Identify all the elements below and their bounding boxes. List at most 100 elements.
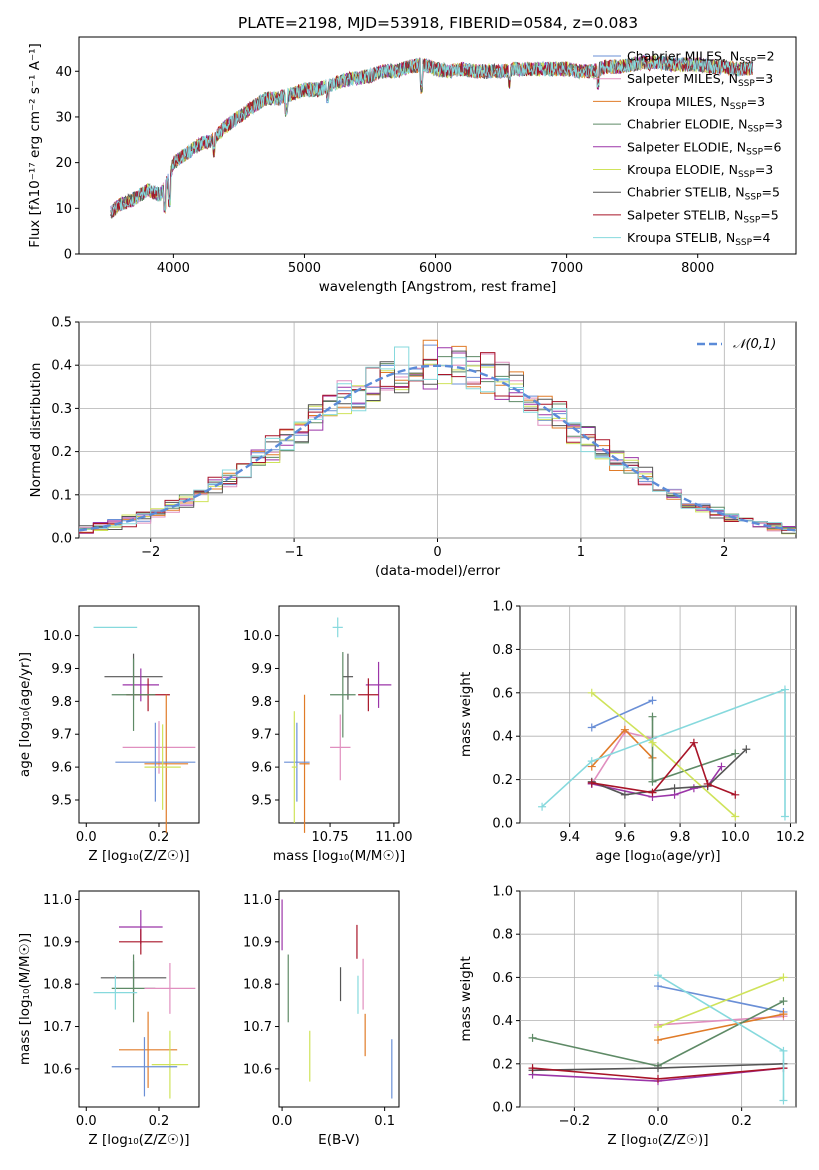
x-tick-label: 0.1 xyxy=(374,1114,395,1129)
weight-point-marker xyxy=(648,738,657,747)
plot-frame xyxy=(78,36,797,255)
weight-point-marker xyxy=(528,1033,537,1042)
x-axis-label: Z [log₁₀(Z/Z☉)] xyxy=(607,1132,708,1148)
spectrum-panel: 4000 5000 6000 7000 8000 0 10 20 30 40 wavelength … xyxy=(27,36,797,295)
residual-histogram xyxy=(79,346,796,534)
weight-point-marker xyxy=(689,738,698,747)
weight-point-marker xyxy=(779,1046,788,1055)
weight-point-marker xyxy=(648,788,657,797)
weight-series-line xyxy=(591,766,723,798)
weight-series-line xyxy=(657,976,784,1028)
x-tick-label: 10.0 xyxy=(721,830,750,845)
weight-vs-age-panel: 9.4 9.6 9.8 10.0 10.2 0.0 0.2 0.4 0.6 0.8 1.0 age [… xyxy=(458,600,805,865)
y-tick-label: 10.8 xyxy=(243,978,272,993)
y-tick-label: 9.5 xyxy=(251,793,272,808)
weight-point-marker xyxy=(654,1023,662,1032)
y-axis-label: age [log₁₀(age/yr)] xyxy=(17,652,33,777)
weight-point-marker xyxy=(779,1096,788,1105)
spectrum-line xyxy=(111,55,753,216)
weight-series-line xyxy=(541,688,786,817)
y-tick-label: 9.9 xyxy=(251,662,272,677)
histograms xyxy=(79,339,796,535)
weight-point-marker xyxy=(731,812,740,821)
x-tick-label: 0.2 xyxy=(149,830,170,845)
weight-point-marker xyxy=(620,725,629,734)
x-tick-label: 0.0 xyxy=(76,1114,97,1129)
weight-point-marker xyxy=(703,779,712,788)
y-tick-label: 9.8 xyxy=(51,695,72,710)
y-tick-label: 10.9 xyxy=(43,935,72,950)
y-tick-label: 9.9 xyxy=(51,662,72,677)
y-tick-label: 0.2 xyxy=(492,773,513,788)
legend-entry: Salpeter ELODIE, NSSP=6 xyxy=(627,139,782,157)
y-tick-label: 10.6 xyxy=(43,1062,72,1077)
y-tick-label: 11.0 xyxy=(243,893,272,908)
weight-point-marker xyxy=(780,685,789,694)
y-tick-label: 0.0 xyxy=(492,1101,513,1116)
plot-frame xyxy=(78,890,200,1108)
x-tick-label: −2 xyxy=(141,545,160,560)
legend-entry: Chabrier STELIB, NSSP=5 xyxy=(627,185,780,203)
y-tick-label: 10.7 xyxy=(243,1020,272,1035)
x-tick-label: 8000 xyxy=(681,261,714,276)
x-axis-label: (data-model)/error xyxy=(375,563,501,579)
weight-point-marker xyxy=(654,1074,662,1083)
y-tick-label: 0.8 xyxy=(492,928,513,943)
y-axis-label: mass weight xyxy=(458,672,474,757)
age-vs-z-panel: 0.0 0.2 9.5 9.6 9.7 9.8 9.9 10.0 Z [log₁₀(Z/Z☉)]… xyxy=(17,605,200,864)
spectrum-legend: Chabrier MILES, NSSP=2 Salpeter MILES, NS… xyxy=(593,49,783,248)
weight-point-marker xyxy=(731,749,740,758)
y-tick-label: 10.6 xyxy=(243,1062,272,1077)
x-axis-label: E(B-V) xyxy=(318,1132,360,1148)
y-tick-label: 0.4 xyxy=(492,730,513,745)
y-tick-label: 40 xyxy=(55,65,72,80)
weight-point-marker xyxy=(620,790,629,799)
weight-point-marker xyxy=(779,1010,788,1019)
x-tick-label: 10.2 xyxy=(776,830,805,845)
y-tick-label: 0.2 xyxy=(492,1057,513,1072)
x-tick-label: 9.6 xyxy=(615,830,636,845)
y-tick-label: 0.2 xyxy=(51,445,72,460)
weight-point-marker xyxy=(731,790,740,799)
x-axis-label: age [log₁₀(age/yr)] xyxy=(595,848,720,864)
y-tick-label: 11.0 xyxy=(43,893,72,908)
x-axis-label: wavelength [Angstrom, rest frame] xyxy=(319,279,557,295)
legend-entry: Salpeter MILES, NSSP=3 xyxy=(627,71,773,89)
weight-point-marker xyxy=(587,723,596,732)
y-axis-label: mass weight xyxy=(458,956,474,1041)
weight-point-marker xyxy=(587,778,596,787)
y-tick-label: 10.8 xyxy=(43,978,72,993)
plot-frame xyxy=(78,605,200,824)
weight-point-marker xyxy=(648,712,657,721)
weight-point-marker xyxy=(654,982,662,991)
weight-point-marker xyxy=(654,971,662,980)
legend-entry: Kroupa MILES, NSSP=3 xyxy=(627,94,765,112)
mass-vs-z-panel: 0.0 0.2 10.6 10.7 10.8 10.9 11.0 Z [log₁₀(Z/Z☉)… xyxy=(17,890,200,1148)
y-tick-label: 0.0 xyxy=(492,817,513,832)
residuals-panel: −2 −1 0 1 2 0.0 0.1 0.2 0.3 0.4 0.5 (data-model)/er… xyxy=(28,316,797,579)
y-axis-label: Flux [fλ10⁻¹⁷ erg cm⁻² s⁻¹ A⁻¹] xyxy=(27,43,43,248)
x-tick-label: −1 xyxy=(285,545,304,560)
legend-entry: 𝒩(0,1) xyxy=(733,337,776,352)
weight-point-marker xyxy=(779,973,788,982)
y-axis-label: Normed distribution xyxy=(28,363,44,498)
x-tick-label: 0.2 xyxy=(149,1114,170,1129)
legend-entry: Chabrier ELODIE, NSSP=3 xyxy=(627,117,783,135)
x-tick-label: 9.8 xyxy=(670,830,691,845)
y-tick-label: 30 xyxy=(55,110,72,125)
legend-entry: Kroupa STELIB, NSSP=4 xyxy=(627,230,771,248)
y-tick-label: 9.6 xyxy=(51,761,72,776)
y-tick-label: 9.5 xyxy=(51,793,72,808)
weight-point-marker xyxy=(742,745,751,754)
age-vs-mass-panel: 10.75 11.00 9.5 9.6 9.7 9.8 9.9 10.0 mass [log₁₀… xyxy=(243,605,413,864)
y-tick-label: 10 xyxy=(55,202,72,217)
x-axis-label: Z [log₁₀(Z/Z☉)] xyxy=(88,848,189,864)
weight-point-marker xyxy=(779,997,788,1006)
y-tick-label: 0.1 xyxy=(51,488,72,503)
y-tick-label: 0.3 xyxy=(51,402,72,417)
weight-point-marker xyxy=(648,777,657,786)
y-tick-label: 10.0 xyxy=(243,629,272,644)
legend-entry: Salpeter STELIB, NSSP=5 xyxy=(627,207,779,225)
weight-point-marker xyxy=(587,757,596,766)
